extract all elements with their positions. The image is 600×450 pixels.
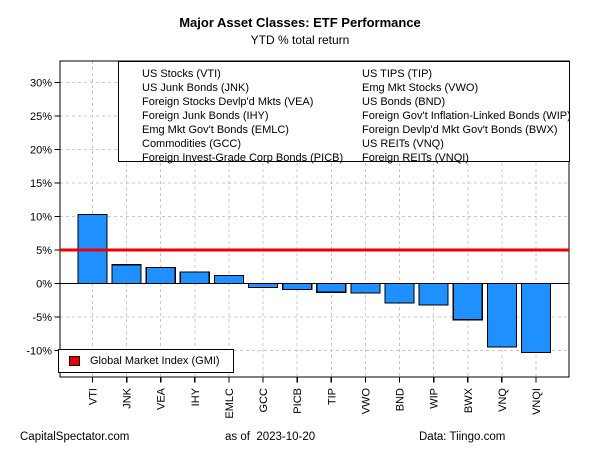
etf-legend-item: Foreign Invest-Grade Corp Bonds (PICB) [142,152,344,164]
y-tick-label: 5% [36,245,52,257]
etf-legend-item: US Stocks (VTI) [142,68,221,80]
x-tick-label: JNK [122,387,134,408]
y-tick-label: 30% [30,78,52,90]
footer-data-source: Data: Tiingo.com [419,431,506,443]
x-tick-label: GCC [258,388,270,413]
bar-BND [384,282,415,304]
x-tick-label: VWO [360,388,372,415]
bar-EMLC [213,274,245,285]
chart-subtitle: YTD % total return [250,33,350,47]
bar-JNK [111,264,142,285]
x-tick-label: VNQI [531,388,543,415]
x-tick-label: WIP [429,388,441,409]
x-tick-label: BND [395,388,407,411]
gmi-legend-box: Global Market Index (GMI) [58,349,234,373]
bar-VNQ [486,282,517,348]
bar-VWO [350,282,381,294]
etf-legend-item: Commodities (GCC) [142,138,242,150]
bar-IHY [179,271,210,285]
gmi-legend-label: Global Market Index (GMI) [90,355,220,367]
y-tick-label: 10% [30,212,52,224]
etf-legend-box: US Stocks (VTI) US Junk Bonds (JNK) Foreig… [118,61,571,164]
bar-BWX [452,282,483,321]
chart-title: Major Asset Classes: ETF Performance [179,15,421,30]
x-tick-label: BWX [463,387,475,413]
x-tick-label: TIP [326,388,338,405]
footer-site-credit: CapitalSpectator.com [20,431,130,443]
bar-PICB [282,282,313,291]
bar-TIP [316,282,347,293]
bar-VNQI [520,282,552,354]
etf-legend-item: Foreign REITs (VNQI) [362,152,469,164]
x-tick-label: PICB [292,388,304,414]
footer-as-of-date: as of 2023-10-20 [225,431,316,443]
etf-legend-right-column: US TIPS (TIP) Emg Mkt Stocks (VWO) US Bond… [362,67,571,164]
y-tick-label: 25% [30,111,52,123]
gmi-color-swatch [69,356,80,366]
y-tick-label: -10% [26,346,52,358]
bar-VEA [145,266,176,285]
etf-legend-item: US Junk Bonds (JNK) [142,82,249,94]
etf-legend-item: US Bonds (BND) [362,96,446,108]
y-tick-label: 0% [36,279,52,291]
etf-legend-item: Foreign Devlp'd Mkt Gov't Bonds (BWX) [362,124,558,136]
y-tick-label: -5% [32,312,52,324]
x-tick-label: VTI [88,388,100,405]
etf-legend-item: Foreign Gov't Inflation-Linked Bonds (WI… [362,110,571,122]
etf-legend-item: Emg Mkt Stocks (VWO) [362,82,479,94]
etf-legend-item: US REITs (VNQ) [362,138,444,150]
etf-legend-left-column: US Stocks (VTI) US Junk Bonds (JNK) Foreig… [142,67,362,164]
etf-legend-item: Foreign Stocks Devlp'd Mkts (VEA) [142,96,314,108]
x-tick-label: VNQ [497,388,509,412]
x-tick-label: IHY [190,387,202,406]
x-tick-label: VEA [156,387,168,410]
etf-legend-item: Foreign Junk Bonds (IHY) [142,110,269,122]
x-tick-label: EMLC [224,388,236,419]
bar-WIP [418,282,449,306]
etf-legend-item: Emg Mkt Gov't Bonds (EMLC) [142,124,289,136]
y-tick-label: 20% [30,145,52,157]
etf-legend-item: US TIPS (TIP) [362,68,433,80]
y-tick-label: 15% [30,178,52,190]
